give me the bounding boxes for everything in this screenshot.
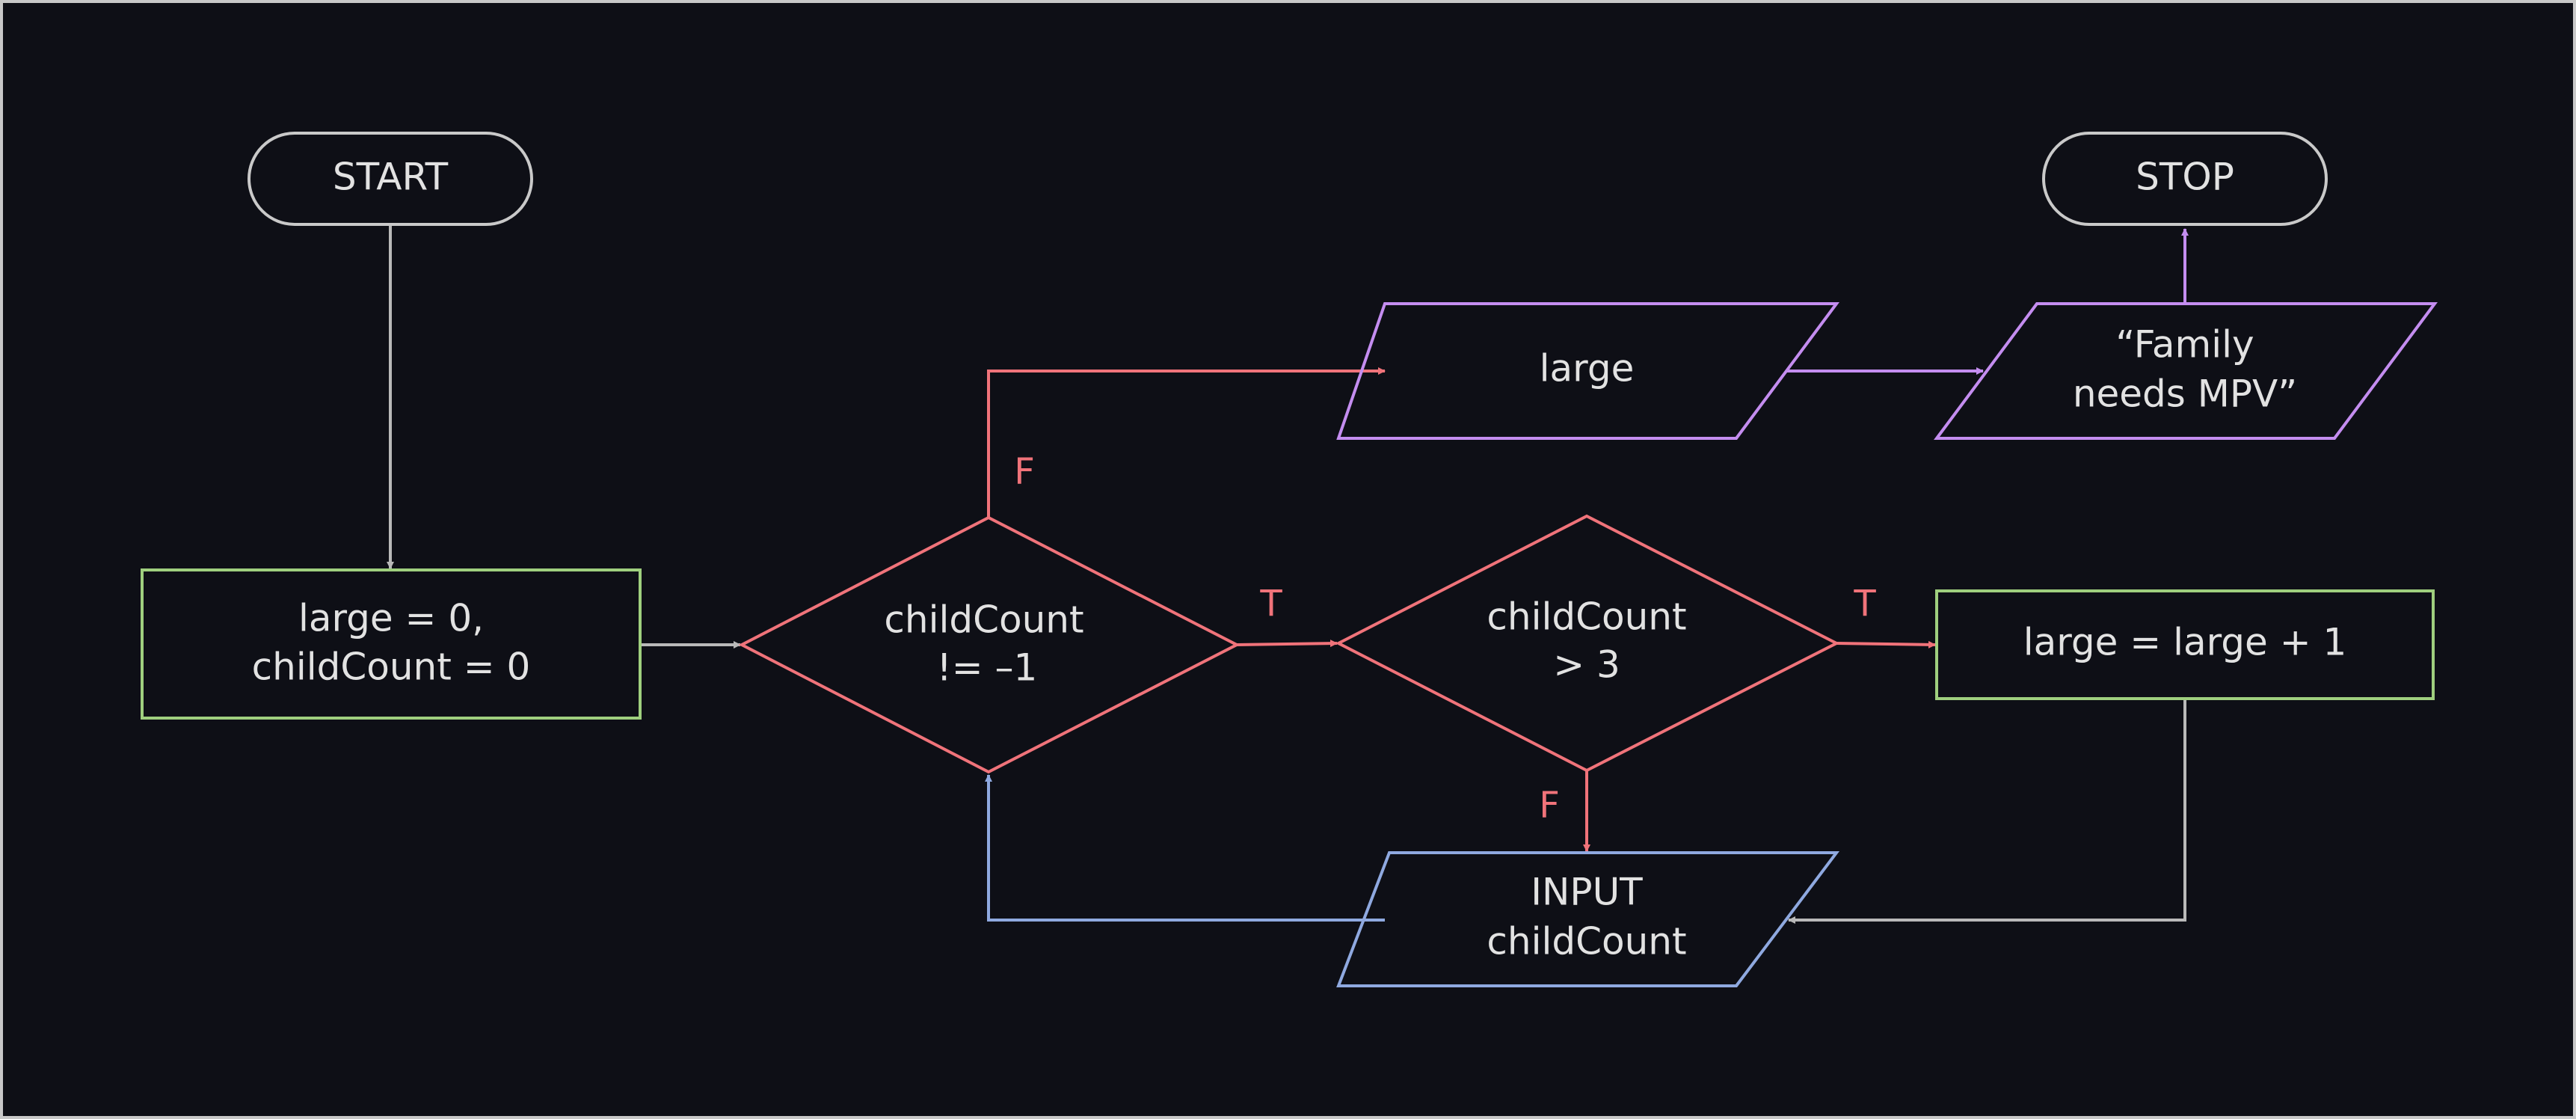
count-test-line-2: > 3 [1553, 643, 1620, 687]
start-terminal: START [248, 132, 533, 226]
count-false-label: F [1539, 785, 1560, 827]
edge-loop-false [987, 367, 1386, 518]
init-line-1: large = 0, [298, 597, 484, 640]
count-test-decision: childCount > 3 [1335, 514, 1840, 773]
loop-false-label: F [1014, 451, 1035, 493]
edge-loop-true [1236, 640, 1338, 648]
edge-input-to-loop-test [985, 774, 1385, 922]
loop-test-decision: childCount != –1 [738, 515, 1241, 774]
increment-process-box: large = large + 1 [1935, 589, 2435, 700]
input-childcount-parallelogram: INPUT childCount [1336, 851, 1840, 987]
loop-test-line-2: != –1 [937, 646, 1038, 690]
stop-terminal: STOP [2042, 132, 2328, 226]
output-message-parallelogram: “Family needs MPV” [1934, 302, 2438, 440]
output-message-line-1: “Family [2115, 323, 2254, 367]
edge-increment-to-input [1788, 699, 2186, 924]
diagram-background [3, 3, 2573, 1116]
input-line-2: childCount [1487, 920, 1686, 963]
loop-test-line-1: childCount [884, 598, 1083, 642]
start-label: START [333, 156, 449, 199]
stop-label: STOP [2136, 156, 2234, 199]
output-large-label: large [1540, 347, 1635, 390]
output-large-parallelogram: large [1336, 302, 1839, 440]
count-test-line-1: childCount [1487, 595, 1686, 639]
output-message-line-2: needs MPV” [2073, 373, 2297, 416]
input-line-1: INPUT [1531, 871, 1643, 914]
loop-true-label: T [1259, 583, 1282, 625]
init-process-box: large = 0, childCount = 0 [141, 568, 642, 720]
edge-count-true [1836, 640, 1936, 649]
count-true-label: T [1853, 583, 1876, 625]
init-line-2: childCount = 0 [252, 646, 531, 689]
increment-label: large = large + 1 [2023, 621, 2347, 664]
